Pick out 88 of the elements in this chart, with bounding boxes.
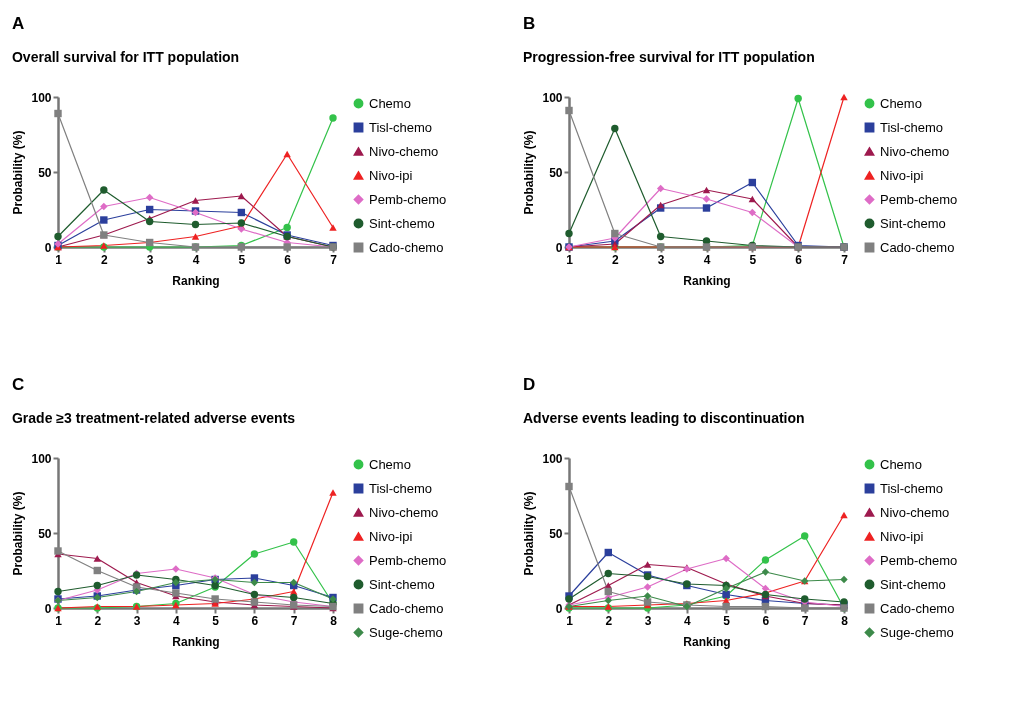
x-tick-label: 1 bbox=[55, 252, 63, 267]
x-tick-label: 1 bbox=[566, 613, 574, 628]
text: B bbox=[523, 14, 536, 34]
legend-label: Nivo-chemo bbox=[880, 143, 950, 159]
x-tick-label: 6 bbox=[251, 613, 259, 628]
x-tick-label: 5 bbox=[212, 613, 220, 628]
y-axis-title: Probability (%) bbox=[522, 130, 537, 215]
legend-label: Nivo-chemo bbox=[369, 143, 439, 159]
y-tick-label: 100 bbox=[542, 451, 563, 466]
y-tick-label: 0 bbox=[44, 240, 52, 255]
x-tick-label: 3 bbox=[133, 613, 141, 628]
legend-label: Cado-chemo bbox=[369, 239, 444, 255]
x-tick-label: 1 bbox=[566, 252, 574, 267]
chart-title: Progression-free survival for ITT population bbox=[522, 49, 815, 65]
y-tick-label: 50 bbox=[38, 526, 52, 541]
legend-label: Pemb-chemo bbox=[880, 552, 958, 568]
x-tick-label: 3 bbox=[657, 252, 665, 267]
x-tick-label: 7 bbox=[841, 252, 849, 267]
legend-label: Pemb-chemo bbox=[369, 191, 447, 207]
legend-label: Tisl-chemo bbox=[369, 119, 433, 135]
y-tick-label: 100 bbox=[542, 90, 563, 105]
x-tick-label: 6 bbox=[762, 613, 770, 628]
legend-label: Nivo-ipi bbox=[369, 528, 413, 544]
x-tick-label: 8 bbox=[841, 613, 849, 628]
text: D bbox=[523, 375, 536, 395]
x-axis-title: Ranking bbox=[683, 273, 731, 288]
legend-label: Tisl-chemo bbox=[369, 480, 433, 496]
x-tick-label: 7 bbox=[290, 613, 298, 628]
text: A bbox=[12, 14, 25, 34]
legend-label: Suge-chemo bbox=[369, 624, 443, 640]
x-axis-title: Ranking bbox=[683, 634, 731, 649]
legend-label: Sint-chemo bbox=[880, 215, 946, 231]
y-tick-label: 50 bbox=[38, 165, 52, 180]
y-tick-label: 0 bbox=[555, 601, 563, 616]
x-tick-label: 2 bbox=[94, 613, 102, 628]
y-tick-label: 0 bbox=[44, 601, 52, 616]
chart-title: Adverse events leading to discontinuation bbox=[522, 410, 805, 426]
legend-label: Tisl-chemo bbox=[880, 119, 944, 135]
legend-label: Cado-chemo bbox=[880, 600, 955, 616]
x-tick-label: 4 bbox=[192, 252, 200, 267]
x-tick-label: 1 bbox=[55, 613, 63, 628]
legend-label: Nivo-chemo bbox=[880, 504, 950, 520]
x-tick-label: 3 bbox=[644, 613, 652, 628]
x-tick-label: 5 bbox=[749, 252, 757, 267]
chart-title: Overall survival for ITT population bbox=[11, 49, 240, 65]
legend-label: Chemo bbox=[369, 95, 411, 111]
x-tick-label: 4 bbox=[703, 252, 711, 267]
y-tick-label: 50 bbox=[549, 526, 563, 541]
x-axis-title: Ranking bbox=[172, 273, 220, 288]
legend-label: Nivo-ipi bbox=[369, 167, 413, 183]
legend-label: Nivo-ipi bbox=[880, 167, 924, 183]
y-tick-label: 50 bbox=[549, 165, 563, 180]
x-tick-label: 7 bbox=[330, 252, 338, 267]
x-axis-title: Ranking bbox=[172, 634, 220, 649]
legend-label: Sint-chemo bbox=[880, 576, 946, 592]
x-tick-label: 5 bbox=[238, 252, 246, 267]
legend-label: Suge-chemo bbox=[880, 624, 954, 640]
chart-title: Grade ≥3 treatment-related adverse events bbox=[11, 410, 296, 426]
text: C bbox=[12, 375, 25, 395]
y-tick-label: 0 bbox=[555, 240, 563, 255]
legend-label: Chemo bbox=[880, 95, 922, 111]
legend-label: Pemb-chemo bbox=[369, 552, 447, 568]
legend-label: Cado-chemo bbox=[880, 239, 955, 255]
y-axis-title: Probability (%) bbox=[11, 130, 26, 215]
legend-label: Cado-chemo bbox=[369, 600, 444, 616]
y-tick-label: 100 bbox=[31, 90, 52, 105]
y-axis-title: Probability (%) bbox=[522, 491, 537, 576]
x-tick-label: 3 bbox=[146, 252, 154, 267]
y-tick-label: 100 bbox=[31, 451, 52, 466]
legend-label: Nivo-chemo bbox=[369, 504, 439, 520]
x-tick-label: 2 bbox=[611, 252, 619, 267]
legend-label: Nivo-ipi bbox=[880, 528, 924, 544]
legend-label: Sint-chemo bbox=[369, 576, 435, 592]
legend-label: Tisl-chemo bbox=[880, 480, 944, 496]
x-tick-label: 8 bbox=[330, 613, 338, 628]
x-tick-label: 6 bbox=[284, 252, 292, 267]
x-tick-label: 4 bbox=[173, 613, 181, 628]
x-tick-label: 2 bbox=[100, 252, 108, 267]
legend-label: Chemo bbox=[369, 456, 411, 472]
legend-label: Pemb-chemo bbox=[880, 191, 958, 207]
x-tick-label: 6 bbox=[795, 252, 803, 267]
x-tick-label: 5 bbox=[723, 613, 731, 628]
y-axis-title: Probability (%) bbox=[11, 491, 26, 576]
legend-label: Sint-chemo bbox=[369, 215, 435, 231]
x-tick-label: 7 bbox=[801, 613, 809, 628]
x-tick-label: 4 bbox=[684, 613, 692, 628]
x-tick-label: 2 bbox=[605, 613, 613, 628]
legend-label: Chemo bbox=[880, 456, 922, 472]
